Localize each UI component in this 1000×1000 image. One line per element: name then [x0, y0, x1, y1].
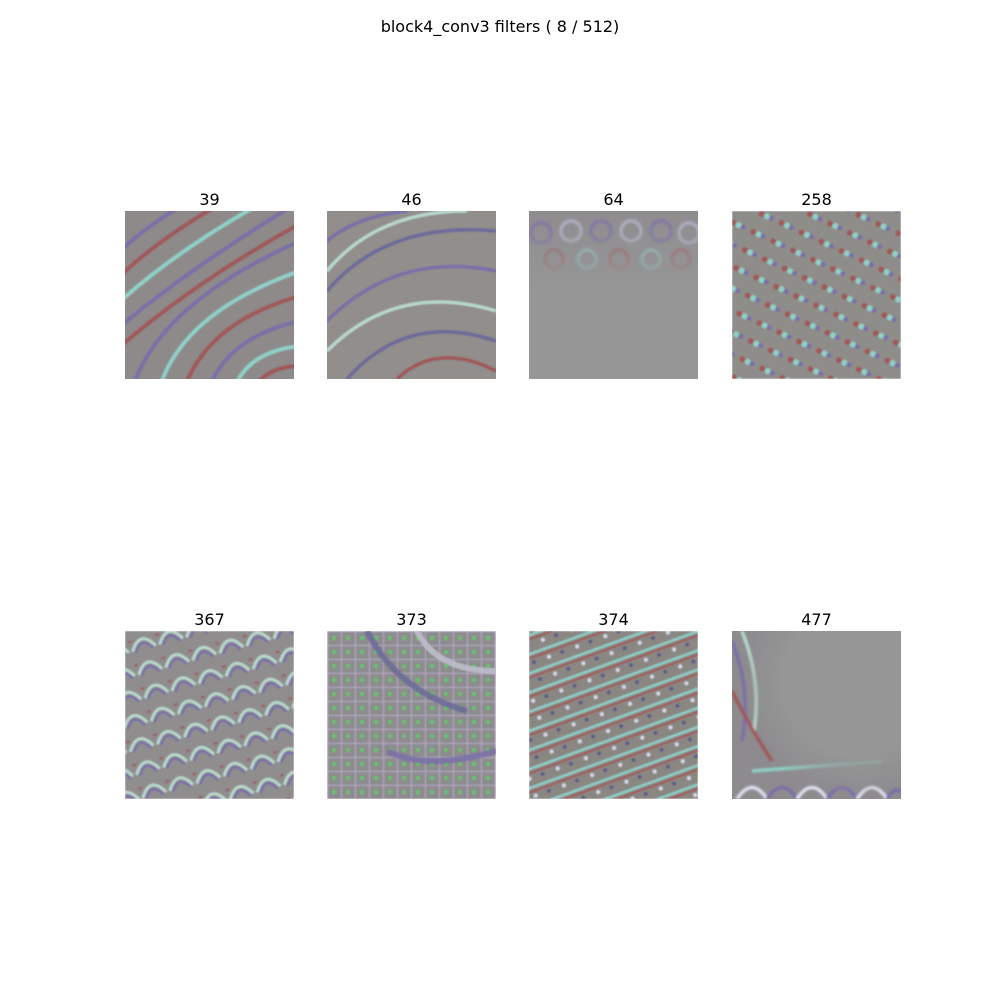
- filter-label: 367: [194, 610, 225, 629]
- filter-visualization-374: [529, 631, 698, 799]
- filter-panel-477: 477: [732, 611, 901, 799]
- filter-panel-374: 374: [529, 611, 698, 799]
- filter-label: 374: [598, 610, 629, 629]
- figure-title: block4_conv3 filters ( 8 / 512): [380, 17, 620, 36]
- filter-panel-39: 39: [125, 191, 294, 379]
- filter-visualization-367: [125, 631, 294, 799]
- filter-panel-258: 258: [732, 191, 901, 379]
- filter-panel-64: 64: [529, 191, 698, 379]
- filter-label: 39: [199, 190, 220, 209]
- filter-label: 258: [801, 190, 832, 209]
- filter-visualization-46: [327, 211, 496, 379]
- filter-panel-367: 367: [125, 611, 294, 799]
- filter-visualization-39: [125, 211, 294, 379]
- filter-visualization-373: [327, 631, 496, 799]
- filter-panel-373: 373: [327, 611, 496, 799]
- filter-label: 64: [603, 190, 624, 209]
- filter-visualization-477: [732, 631, 901, 799]
- filter-panel-46: 46: [327, 191, 496, 379]
- filter-visualization-64: [529, 211, 698, 379]
- filter-label: 46: [401, 190, 422, 209]
- filter-label: 373: [396, 610, 427, 629]
- filter-label: 477: [801, 610, 832, 629]
- filter-visualization-258: [732, 211, 901, 379]
